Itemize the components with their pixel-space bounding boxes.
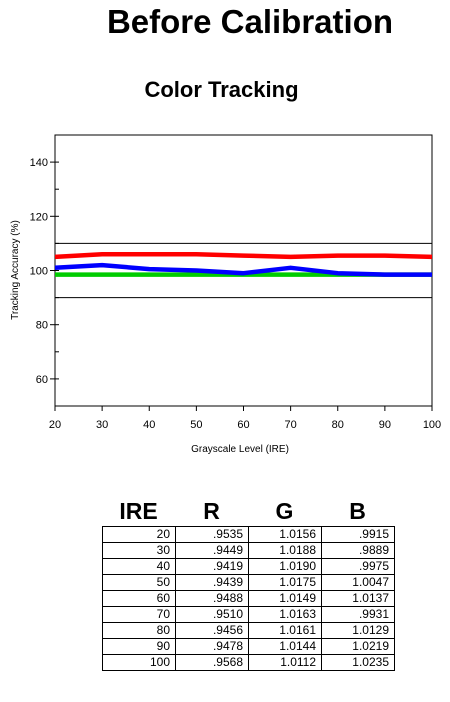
table-cell: .9456 — [175, 622, 249, 639]
x-tick-label: 30 — [96, 419, 108, 431]
series-line-0 — [54, 251, 433, 260]
table-cell: .9975 — [321, 558, 395, 575]
table-cell: 1.0235 — [321, 654, 395, 671]
table-cell: 1.0161 — [248, 622, 322, 639]
table-cell: 50 — [102, 574, 176, 591]
table-row: 70.9510 1.0163.9931 — [102, 606, 395, 623]
x-tick-label: 80 — [332, 419, 344, 431]
table-cell: .9889 — [321, 542, 395, 559]
table-cell: .9915 — [321, 526, 395, 543]
calibration-table: IRE R G B 20.9535 1.0156.9915 30.9449 1.018… — [102, 496, 395, 671]
y-tick-label: 120 — [30, 211, 48, 223]
table-header-r: R — [203, 498, 220, 524]
x-tick-label: 50 — [190, 419, 202, 431]
x-tick-label: 40 — [143, 419, 155, 431]
table-cell: .9535 — [175, 526, 249, 543]
table-cell: 1.0156 — [248, 526, 322, 543]
table-row: 90.9478 1.0144 1.0219 — [102, 638, 395, 655]
y-tick-label: 100 — [30, 266, 48, 278]
color-tracking-chart: 60 80 100 120 140 20 30 40 50 60 70 80 90 100 Graysc… — [10, 134, 441, 455]
x-tick-label: 70 — [285, 419, 297, 431]
table-cell: .9510 — [175, 606, 249, 623]
table-cell: 70 — [102, 606, 176, 623]
table-row: 80.9456 1.0161 1.0129 — [102, 622, 395, 639]
table-cell: 90 — [102, 638, 176, 655]
x-tick-label: 60 — [237, 419, 249, 431]
y-axis-ticks: 60 80 100 120 140 — [30, 134, 59, 407]
y-tick-label: 60 — [36, 374, 48, 386]
table-cell: 30 — [102, 542, 176, 559]
y-tick-label: 140 — [30, 157, 48, 169]
table-body: 20.9535 1.0156.9915 30.9449 1.0188.9889 40.9… — [102, 526, 395, 671]
table-cell: 100 — [102, 654, 176, 671]
table-row: 50.9439 1.0175 1.0047 — [102, 574, 395, 591]
table-cell: .9478 — [175, 638, 249, 655]
chart-title: Color Tracking — [144, 77, 299, 102]
table-cell: 1.0112 — [248, 654, 322, 671]
x-tick-label: 90 — [379, 419, 391, 431]
table-row: 20.9535 1.0156.9915 — [102, 526, 395, 543]
table-row: 60.9488 1.0149 1.0137 — [102, 590, 395, 607]
table-cell: 1.0219 — [321, 638, 395, 655]
series-line-2 — [54, 262, 432, 277]
table-cell: 1.0047 — [321, 574, 395, 591]
table-cell: 1.0129 — [321, 622, 395, 639]
table-cell: .9931 — [321, 606, 395, 623]
x-axis-ticks: 20 30 40 50 60 70 80 90 100 — [49, 406, 441, 431]
series-lines — [54, 251, 433, 277]
table-cell: 1.0137 — [321, 590, 395, 607]
table-cell: 1.0149 — [248, 590, 322, 607]
table-cell: 1.0144 — [248, 638, 322, 655]
table-header-row: IRE R G B — [102, 496, 394, 526]
table-row: 40.9419 1.0190.9975 — [102, 558, 395, 575]
table-cell: 1.0175 — [248, 574, 322, 591]
table-row: 100.9568 1.0112 1.0235 — [102, 654, 395, 671]
y-tick-label: 80 — [36, 320, 48, 332]
table-header-b: B — [349, 498, 366, 524]
table-cell: 1.0190 — [248, 558, 322, 575]
table-cell: .9488 — [175, 590, 249, 607]
table-cell: 1.0188 — [248, 542, 322, 559]
table-cell: .9568 — [175, 654, 249, 671]
x-tick-label: 100 — [423, 419, 441, 431]
x-tick-label: 20 — [49, 419, 61, 431]
x-axis-label: Grayscale Level (IRE) — [191, 444, 289, 455]
page-title: Before Calibration — [106, 3, 394, 40]
y-axis-label: Tracking Accuracy (%) — [10, 220, 21, 320]
table-row: 30.9449 1.0188.9889 — [102, 542, 395, 559]
table-cell: 1.0163 — [248, 606, 322, 623]
table-header-g: G — [275, 498, 294, 524]
table-cell: .9449 — [175, 542, 249, 559]
table-header-ire: IRE — [119, 498, 158, 524]
table-cell: .9419 — [175, 558, 249, 575]
table-cell: 20 — [102, 526, 176, 543]
table-cell: .9439 — [175, 574, 249, 591]
plot-frame — [54, 134, 433, 407]
table-cell: 40 — [102, 558, 176, 575]
table-cell: 80 — [102, 622, 176, 639]
table-cell: 60 — [102, 590, 176, 607]
reference-lines — [55, 242, 432, 299]
